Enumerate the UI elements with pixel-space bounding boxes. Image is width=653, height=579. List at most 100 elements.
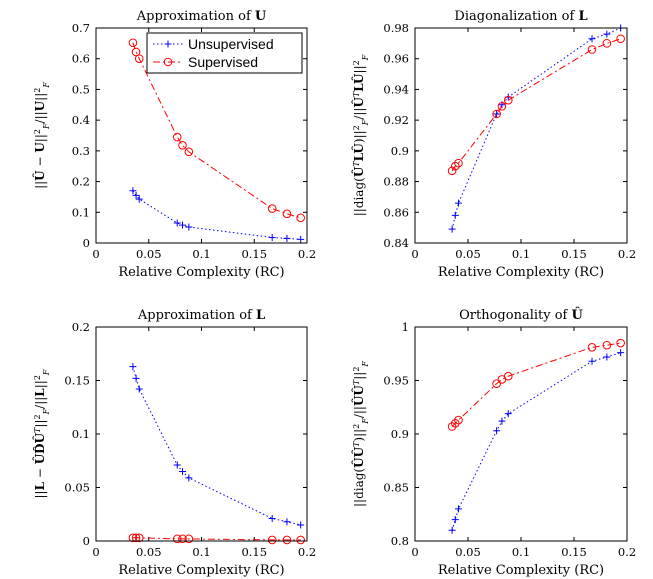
y-tick-label: 0.2 [72,175,90,189]
axes-box [414,27,628,244]
y-tick-label: 0.96 [383,52,409,66]
x-tick-label: 0.15 [561,545,587,559]
series-line-unsupervised [451,27,621,230]
x-tick-label: 0.05 [455,247,481,261]
x-tick-label: 0.05 [136,545,162,559]
x-axis-label: Relative Complexity (RC) [118,563,284,578]
y-tick-label: 0.4 [72,113,90,127]
data-point-plus [493,427,501,435]
y-tick-label: 0.2 [72,320,90,334]
y-tick-label: 0.3 [72,144,90,158]
data-point-plus [268,515,276,523]
data-point-plus [504,410,512,418]
data-point-circle [282,209,292,219]
y-tick-label: 1 [402,320,409,334]
data-point-circle [602,340,612,350]
data-point-plus [498,417,506,425]
x-tick-label: 0.15 [561,247,587,261]
data-point-plus [135,385,143,393]
data-point-plus [185,223,193,231]
y-axis-label: ||Û − U||2F/||U||2F [31,82,51,189]
data-point-plus [173,219,181,227]
data-point-circle [602,39,612,48]
chart-panel-2: 0 0.05 0.1 0.15 0.2 0.84 0.86 0.88 0.9 0.92 0.94 0.… [350,9,636,280]
y-tick-label: 0.84 [383,236,409,250]
data-point-plus [297,521,305,529]
series-line-unsupervised [132,190,301,240]
y-tick-label: 0.92 [383,113,409,127]
x-tick-label: 0.1 [192,247,210,261]
y-tick-label: 0.9 [391,144,409,158]
y-tick-label: 0 [83,236,90,250]
y-tick-label: 0.95 [383,374,409,388]
data-point-circle [131,533,141,543]
y-tick-label: 0.8 [391,534,409,548]
y-axis-label: ||L − ÛD̂ÛT||2F/||L||2F [31,369,51,498]
x-tick-label: 0 [92,545,99,559]
chart-title: Approximation of L [137,308,265,323]
data-point-circle [267,535,277,545]
x-tick-label: 0 [411,247,418,261]
chart-panel-1: 0 0.05 0.1 0.15 0.2 0 0.1 0.2 0.3 0.4 0.5 0.6 0.7 App… [31,9,316,280]
data-point-plus [588,357,596,365]
data-point-plus [297,235,305,243]
data-point-circle [492,379,501,389]
y-tick-label: 0 [83,534,90,548]
series-line-unsupervised [451,352,621,531]
data-point-plus [132,191,140,199]
y-tick-label: 0.5 [72,82,90,96]
data-point-circle [587,45,597,54]
y-tick-label: 0.7 [72,21,90,35]
data-point-circle [172,132,182,142]
data-point-plus [451,516,459,524]
y-tick-label: 0.6 [72,52,90,66]
data-point-circle [616,338,625,348]
y-tick-label: 0.94 [383,82,409,96]
data-point-plus [448,225,456,233]
x-tick-label: 0.2 [618,247,636,261]
legend-box [146,32,303,74]
data-point-circle [503,371,513,381]
data-point-plus [588,35,596,43]
data-point-plus [179,467,187,475]
data-point-circle [296,535,305,545]
x-tick-label: 0.15 [241,247,267,261]
y-tick-label: 0.15 [64,374,90,388]
chart-title: Diagonalization of L [454,9,587,24]
axes-box [95,27,308,244]
data-point-circle [178,141,187,150]
legend-marker-plus [164,40,172,48]
chart-panel-3: 0 0.05 0.1 0.15 0.2 0 0.05 0.1 0.15 0.2 Approximat… [31,308,316,578]
legend-label-unsupervised: Unsupervised [188,36,274,52]
data-point-plus [173,461,181,469]
data-point-circle [450,419,460,428]
data-point-circle [128,533,138,543]
data-point-circle [134,533,144,543]
x-tick-label: 0.05 [136,247,162,261]
x-tick-label: 0.2 [618,545,636,559]
data-point-plus [268,233,276,241]
series-line-supervised [451,38,621,172]
series-line-unsupervised [132,366,301,526]
y-tick-label: 0.9 [391,427,409,441]
chart-title: Approximation of U [136,9,267,24]
data-point-circle [172,534,182,544]
data-point-plus [454,505,462,513]
axes-box [414,326,628,542]
x-axis-label: Relative Complexity (RC) [118,265,284,280]
x-tick-label: 0.1 [512,545,530,559]
data-point-plus [617,349,625,357]
x-axis-label: Relative Complexity (RC) [438,265,604,280]
x-tick-label: 0.1 [512,247,530,261]
data-point-circle [616,34,625,44]
data-point-circle [128,38,138,48]
y-tick-label: 0.86 [383,205,409,219]
data-point-plus [135,195,143,203]
y-tick-label: 0.88 [383,175,409,189]
data-point-circle [282,535,292,545]
y-tick-label: 0.1 [72,205,90,219]
data-point-plus [603,30,611,38]
y-axis-label: ||diag(ÛTLÛ)||2F/||ÛTLÛ||2F [350,54,370,216]
data-point-circle [267,204,277,213]
